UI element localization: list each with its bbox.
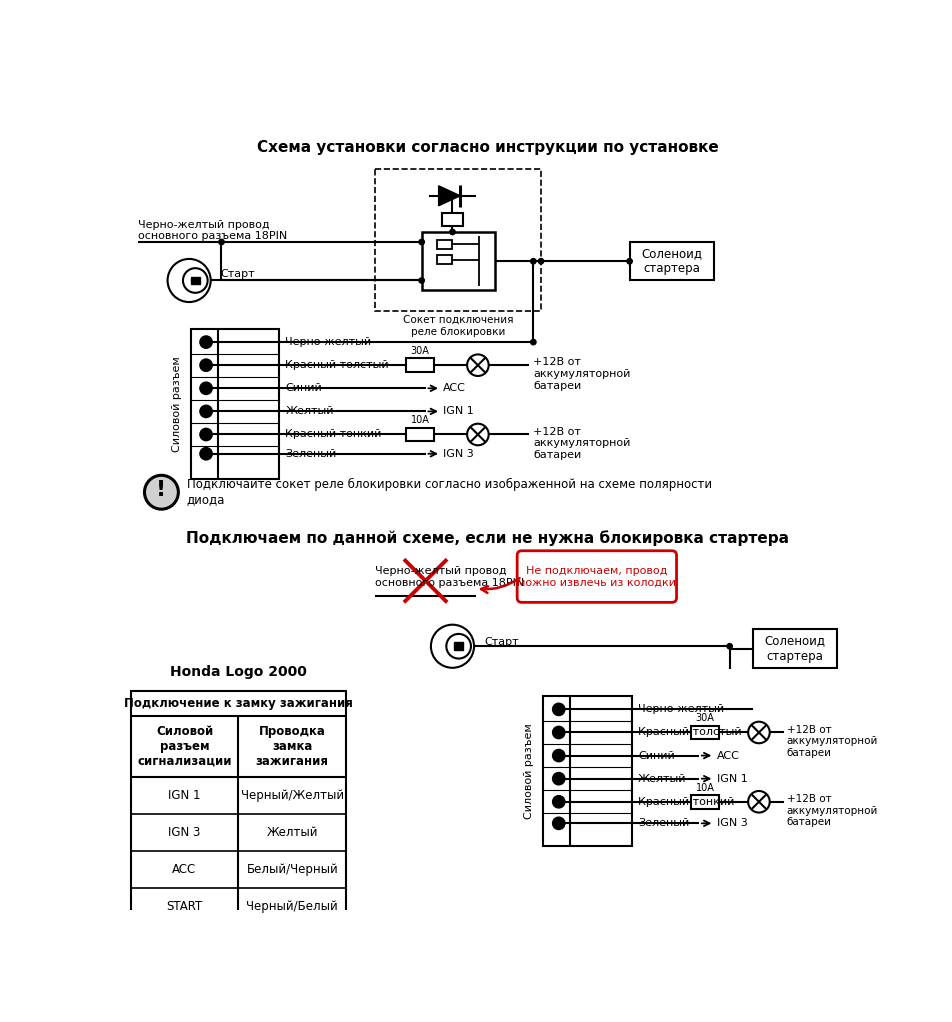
Text: Красный тонкий: Красный тонкий xyxy=(286,429,382,439)
Text: Черный/Желтый: Черный/Желтый xyxy=(241,789,344,802)
Text: IGN 3: IGN 3 xyxy=(169,826,201,839)
Bar xyxy=(544,696,632,846)
Text: Желтый: Желтый xyxy=(286,407,334,416)
Text: !: ! xyxy=(156,480,167,500)
Text: Красный тонкий: Красный тонкий xyxy=(638,797,734,806)
Text: IGN 1: IGN 1 xyxy=(169,789,201,802)
Bar xyxy=(691,726,719,739)
Text: Схема установки согласно инструкции по установке: Схема установки согласно инструкции по у… xyxy=(257,140,719,154)
Text: Не подключаем, провод
можно извлечь из колодки: Не подключаем, провод можно извлечь из к… xyxy=(517,566,676,588)
Circle shape xyxy=(200,428,212,440)
Text: IGN 1: IGN 1 xyxy=(717,774,747,784)
Bar xyxy=(691,795,719,808)
Text: Синий: Синий xyxy=(286,383,322,393)
Circle shape xyxy=(552,727,565,739)
Circle shape xyxy=(552,795,565,808)
Text: Старт: Старт xyxy=(485,637,520,647)
Text: +12В от
аккумуляторной
батареи: +12В от аккумуляторной батареи xyxy=(533,427,631,460)
Text: Синий: Синий xyxy=(638,750,675,760)
Text: Honda Logo 2000: Honda Logo 2000 xyxy=(170,664,307,679)
Text: Черно-желтый провод
основного разъема 18PIN: Черно-желтый провод основного разъема 18… xyxy=(138,220,288,241)
Circle shape xyxy=(552,703,565,715)
Text: Желтый: Желтый xyxy=(638,774,686,784)
Text: IGN 3: IGN 3 xyxy=(444,449,474,459)
Bar xyxy=(190,277,200,284)
Circle shape xyxy=(552,773,565,785)
Text: Соленоид
стартера: Соленоид стартера xyxy=(764,635,825,662)
Text: Черный/Белый: Черный/Белый xyxy=(247,900,338,913)
Text: START: START xyxy=(167,900,203,913)
Circle shape xyxy=(626,259,632,264)
Polygon shape xyxy=(439,186,460,205)
Bar xyxy=(437,240,452,249)
Bar xyxy=(130,691,347,925)
Circle shape xyxy=(530,339,536,344)
Text: IGN 3: IGN 3 xyxy=(717,819,747,829)
Text: Зеленый: Зеленый xyxy=(638,819,689,829)
FancyBboxPatch shape xyxy=(517,551,677,602)
Text: Красный толстый: Красный толстый xyxy=(638,728,742,738)
Text: 10A: 10A xyxy=(410,415,429,425)
Bar xyxy=(422,232,495,289)
Text: +12В от
аккумуляторной
батареи: +12В от аккумуляторной батареи xyxy=(533,358,631,390)
Text: Старт: Старт xyxy=(220,270,254,279)
Text: 10A: 10A xyxy=(696,783,715,792)
Circle shape xyxy=(538,259,544,264)
Bar xyxy=(437,256,452,265)
Circle shape xyxy=(419,278,425,283)
Bar xyxy=(407,359,434,372)
Text: ACC: ACC xyxy=(172,863,197,876)
Text: Силовой разъем: Силовой разъем xyxy=(525,724,534,820)
Text: Черно-желтый: Черно-желтый xyxy=(286,337,371,347)
Bar xyxy=(753,630,838,667)
Text: 30A: 30A xyxy=(410,346,429,356)
Text: Соленоид
стартера: Соленоид стартера xyxy=(642,247,703,275)
Bar xyxy=(454,643,464,650)
Text: ACC: ACC xyxy=(444,383,466,393)
Circle shape xyxy=(200,382,212,394)
Text: Желтый: Желтый xyxy=(267,826,318,839)
Circle shape xyxy=(530,259,536,264)
Text: +12В от
аккумуляторной
батареи: +12В от аккумуляторной батареи xyxy=(786,794,878,827)
Text: 30A: 30A xyxy=(696,713,715,724)
Text: Сокет подключения
реле блокировки: Сокет подключения реле блокировки xyxy=(403,315,513,336)
Bar xyxy=(629,242,714,280)
Circle shape xyxy=(727,644,732,649)
Text: Черно-желтый: Черно-желтый xyxy=(638,704,724,714)
Text: Подключайте сокет реле блокировки согласно изображенной на схеме полярности
диод: Подключайте сокет реле блокировки соглас… xyxy=(187,478,712,506)
Bar xyxy=(375,169,541,312)
Text: Подключаем по данной схеме, если не нужна блокировка стартера: Подключаем по данной схеме, если не нужн… xyxy=(187,530,789,547)
Bar xyxy=(442,214,464,226)
Circle shape xyxy=(219,239,224,244)
Circle shape xyxy=(200,406,212,418)
Circle shape xyxy=(552,818,565,830)
Text: +12В от
аккумуляторной
батареи: +12В от аккумуляторной батареи xyxy=(786,725,878,758)
Text: ACC: ACC xyxy=(717,750,740,760)
Text: Проводка
замка
зажигания: Проводка замка зажигания xyxy=(256,725,328,768)
Text: Зеленый: Зеленый xyxy=(286,449,337,459)
Text: Силовой разъем: Силовой разъем xyxy=(171,357,182,452)
Circle shape xyxy=(200,448,212,460)
Text: Красный толстый: Красный толстый xyxy=(286,360,389,370)
Circle shape xyxy=(200,336,212,349)
Text: Подключение к замку зажигания: Подключение к замку зажигания xyxy=(124,697,353,709)
Text: Силовой
разъем
сигнализации: Силовой разъем сигнализации xyxy=(137,725,231,768)
Text: Белый/Черный: Белый/Черный xyxy=(247,863,338,876)
Circle shape xyxy=(200,359,212,371)
Bar xyxy=(407,427,434,442)
Circle shape xyxy=(552,749,565,761)
Text: IGN 1: IGN 1 xyxy=(444,407,474,416)
Bar xyxy=(190,329,279,479)
Circle shape xyxy=(419,239,425,244)
Circle shape xyxy=(449,229,455,235)
Text: Черно-желтый провод
основного разъема 18PIN: Черно-желтый провод основного разъема 18… xyxy=(375,566,525,588)
Circle shape xyxy=(145,475,178,509)
